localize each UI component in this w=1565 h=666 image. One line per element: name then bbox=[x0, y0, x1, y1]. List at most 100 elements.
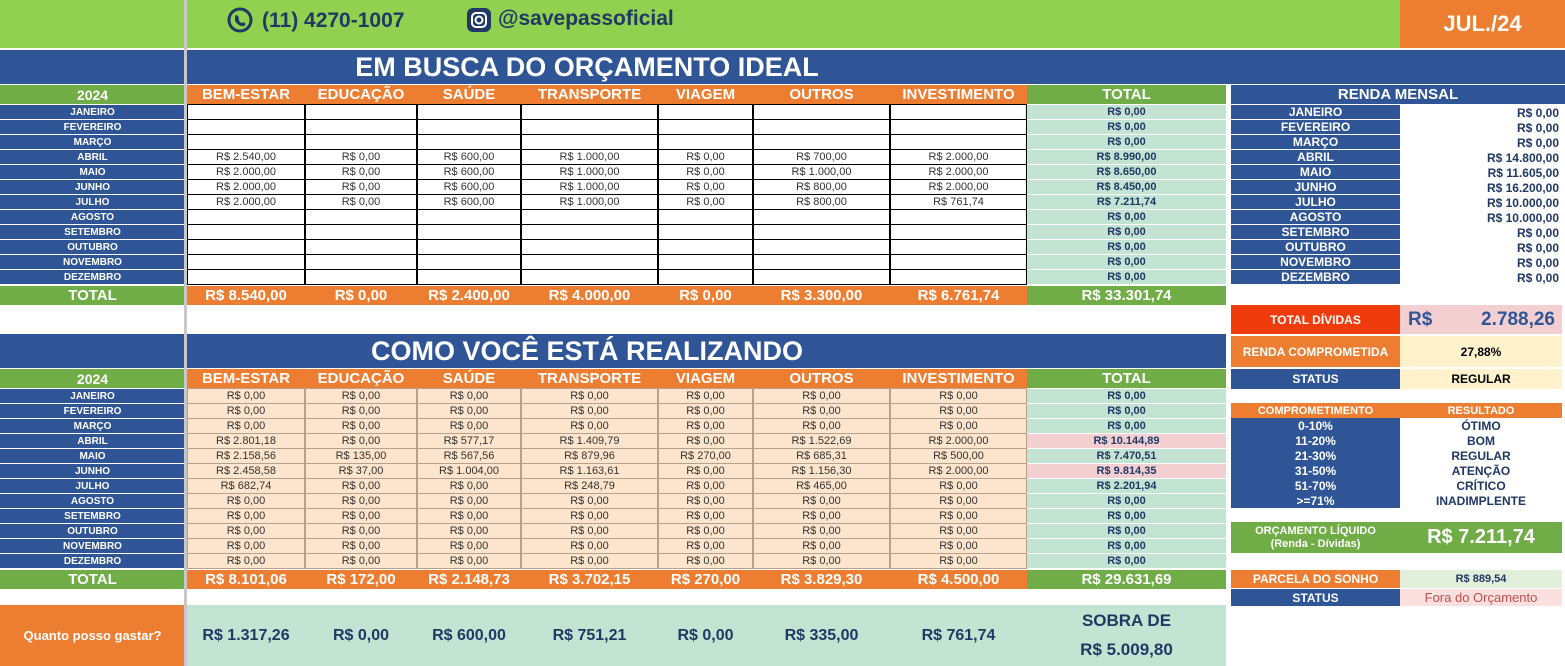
month-label: NOVEMBRO bbox=[0, 255, 185, 270]
cell: R$ 0,00 bbox=[305, 149, 417, 165]
dream-status-value: Fora do Orçamento bbox=[1400, 589, 1562, 606]
scale-result: INADIMPLENTE bbox=[1436, 493, 1526, 508]
income-value: R$ 14.800,00 bbox=[1486, 150, 1559, 165]
top-bar bbox=[0, 0, 1400, 48]
cell bbox=[521, 269, 658, 285]
cell: R$ 0,00 bbox=[521, 493, 658, 509]
cell bbox=[658, 239, 753, 255]
column-header: SAÚDE bbox=[417, 369, 521, 388]
cell: R$ 2.000,00 bbox=[890, 179, 1027, 195]
column-total: R$ 3.300,00 bbox=[753, 286, 890, 305]
cell bbox=[521, 254, 658, 270]
cell bbox=[417, 209, 521, 225]
cell: R$ 0,00 bbox=[658, 553, 753, 569]
spending-band bbox=[187, 605, 1226, 666]
cell: R$ 0,00 bbox=[658, 493, 753, 509]
cell bbox=[890, 119, 1027, 135]
cell: R$ 0,00 bbox=[305, 553, 417, 569]
row-total: R$ 0,00 bbox=[1027, 509, 1226, 524]
income-month: ABRIL bbox=[1231, 150, 1400, 165]
month-label: OUTUBRO bbox=[0, 524, 185, 539]
row-total: R$ 7.211,74 bbox=[1027, 195, 1226, 210]
row-total: R$ 0,00 bbox=[1027, 494, 1226, 509]
income-month: AGOSTO bbox=[1231, 210, 1400, 225]
row-total: R$ 2.201,94 bbox=[1027, 479, 1226, 494]
month-label: JUNHO bbox=[0, 180, 185, 195]
cell: R$ 0,00 bbox=[187, 388, 305, 404]
cell: R$ 1.522,69 bbox=[753, 433, 890, 449]
cell: R$ 0,00 bbox=[521, 538, 658, 554]
cell bbox=[521, 209, 658, 225]
cell: R$ 2.000,00 bbox=[890, 164, 1027, 180]
cell bbox=[890, 254, 1027, 270]
cell: R$ 0,00 bbox=[187, 553, 305, 569]
cell: R$ 0,00 bbox=[753, 418, 890, 434]
column-header: BEM-ESTAR bbox=[187, 85, 305, 104]
cell: R$ 2.000,00 bbox=[187, 164, 305, 180]
income-month: OUTUBRO bbox=[1231, 240, 1400, 255]
row-total: R$ 8.650,00 bbox=[1027, 165, 1226, 180]
cell: R$ 2.000,00 bbox=[187, 179, 305, 195]
cell bbox=[890, 269, 1027, 285]
debts-amount: 2.788,26 bbox=[1481, 308, 1555, 330]
cell: R$ 0,00 bbox=[521, 553, 658, 569]
cell bbox=[753, 239, 890, 255]
spending-value: R$ 600,00 bbox=[432, 626, 506, 644]
instagram-icon bbox=[467, 8, 491, 32]
cell: R$ 1.000,00 bbox=[521, 179, 658, 195]
column-header: TOTAL bbox=[1027, 85, 1226, 104]
scale-range: >=71% bbox=[1231, 493, 1400, 508]
spending-label: Quanto posso gastar? bbox=[0, 605, 185, 666]
cell: R$ 500,00 bbox=[890, 448, 1027, 464]
row-total: R$ 7.470,51 bbox=[1027, 449, 1226, 464]
cell: R$ 135,00 bbox=[305, 448, 417, 464]
cell: R$ 0,00 bbox=[658, 463, 753, 479]
cell bbox=[417, 239, 521, 255]
cell: R$ 0,00 bbox=[753, 523, 890, 539]
cell bbox=[890, 224, 1027, 240]
net-budget-label: ORÇAMENTO LÍQUIDO (Renda - Dívidas) bbox=[1231, 522, 1400, 553]
leftover-label: SOBRA DE bbox=[1081, 611, 1172, 630]
title-band bbox=[0, 50, 1565, 84]
income-header: RENDA MENSAL bbox=[1231, 85, 1565, 104]
table-title: EM BUSCA DO ORÇAMENTO IDEAL bbox=[355, 51, 819, 82]
cell bbox=[417, 269, 521, 285]
cell bbox=[187, 239, 305, 255]
column-total: R$ 172,00 bbox=[305, 570, 417, 589]
cell bbox=[753, 224, 890, 240]
month-label: ABRIL bbox=[0, 150, 185, 165]
cell: R$ 0,00 bbox=[658, 433, 753, 449]
scale-range: 51-70% bbox=[1231, 478, 1400, 493]
debts-value-bg bbox=[1400, 305, 1562, 334]
column-total: R$ 2.400,00 bbox=[417, 286, 521, 305]
cell: R$ 0,00 bbox=[658, 538, 753, 554]
cell: R$ 0,00 bbox=[890, 478, 1027, 494]
scale-range: 11-20% bbox=[1231, 433, 1400, 448]
row-total: R$ 8.450,00 bbox=[1027, 180, 1226, 195]
column-header: EDUCAÇÃO bbox=[305, 85, 417, 104]
cell: R$ 0,00 bbox=[658, 403, 753, 419]
cell: R$ 1.000,00 bbox=[521, 194, 658, 210]
income-value: R$ 0,00 bbox=[1516, 225, 1559, 240]
income-month: MAIO bbox=[1231, 165, 1400, 180]
cell: R$ 0,00 bbox=[658, 179, 753, 195]
cell: R$ 0,00 bbox=[753, 553, 890, 569]
cell: R$ 248,79 bbox=[521, 478, 658, 494]
cell: R$ 1.000,00 bbox=[521, 164, 658, 180]
cell bbox=[187, 119, 305, 135]
cell: R$ 0,00 bbox=[417, 538, 521, 554]
cell: R$ 700,00 bbox=[753, 149, 890, 165]
cell bbox=[187, 104, 305, 120]
cell bbox=[658, 224, 753, 240]
cell: R$ 2.000,00 bbox=[187, 194, 305, 210]
separator bbox=[184, 0, 187, 666]
cell bbox=[753, 209, 890, 225]
spending-value: R$ 335,00 bbox=[784, 626, 859, 644]
debts-label: TOTAL DÍVIDAS bbox=[1231, 305, 1400, 334]
income-value: R$ 0,00 bbox=[1516, 105, 1559, 120]
cell bbox=[305, 269, 417, 285]
cell: R$ 0,00 bbox=[305, 433, 417, 449]
column-header: OUTROS bbox=[753, 85, 890, 104]
cell bbox=[187, 269, 305, 285]
title-band bbox=[0, 334, 1226, 368]
